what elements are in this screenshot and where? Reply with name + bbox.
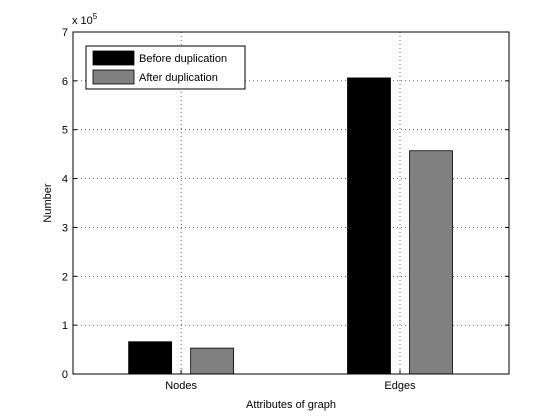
y-tick-label: 0 (62, 369, 68, 381)
y-tick-label: 2 (62, 271, 68, 283)
bar-after-nodes (190, 347, 235, 375)
y-tick-label: 4 (62, 174, 68, 186)
legend-swatch-before (92, 50, 135, 66)
bar-before-nodes (128, 341, 173, 375)
legend-swatch-after (92, 69, 135, 85)
y-axis-ticks: 0 1 2 3 4 5 6 7 (62, 27, 509, 381)
x-tick-label: Nodes (165, 380, 197, 392)
y-tick-label: 7 (62, 27, 68, 39)
bars (128, 77, 453, 375)
bar-after-edges (409, 150, 453, 375)
y-axis-label: Number (42, 183, 54, 222)
legend-label-before: Before duplication (139, 53, 227, 65)
bar-before-edges (347, 77, 391, 375)
y-multiplier-exponent: 5 (93, 12, 98, 21)
y-multiplier-base: x 10 (72, 15, 93, 27)
x-tick-label: Edges (384, 380, 416, 392)
x-axis-ticks: Nodes Edges (165, 370, 416, 392)
legend-label-after: After duplication (139, 72, 218, 84)
y-tick-label: 5 (62, 125, 68, 137)
y-tick-label: 1 (62, 320, 68, 332)
plot-frame (72, 31, 510, 375)
y-tick-label: 6 (62, 76, 68, 88)
y-multiplier-label: x 105 (72, 12, 98, 27)
x-axis-label: Attributes of graph (246, 399, 336, 411)
legend: Before duplication After duplication (85, 45, 246, 90)
y-tick-label: 3 (62, 222, 68, 234)
